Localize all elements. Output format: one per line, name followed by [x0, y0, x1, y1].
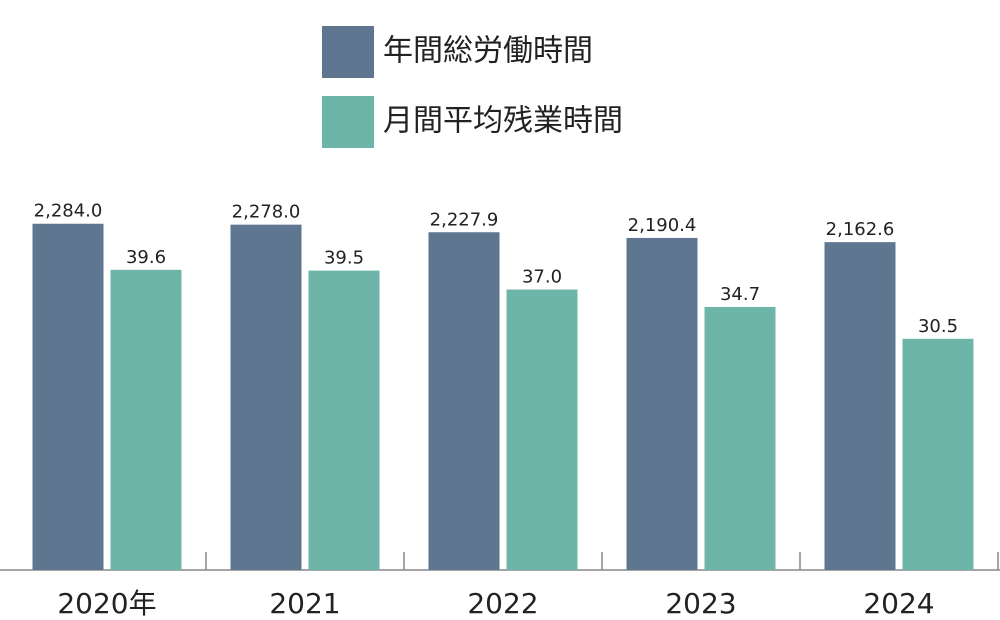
x-tick-label: 2023: [665, 587, 736, 620]
x-tick-label: 2020年: [57, 587, 156, 620]
bar: [110, 269, 182, 570]
legend-label: 月間平均残業時間: [383, 104, 623, 139]
bar: [428, 232, 500, 570]
bar: [902, 338, 974, 570]
value-label: 30.5: [918, 316, 958, 337]
value-label: 2,190.4: [628, 215, 697, 236]
x-tick-label: 2021: [269, 587, 340, 620]
bar: [704, 306, 776, 570]
bar: [626, 237, 698, 570]
x-tick-label: 2022: [467, 587, 538, 620]
value-label: 2,162.6: [826, 219, 895, 240]
bar: [506, 289, 578, 570]
value-label: 2,278.0: [232, 202, 301, 223]
legend-swatch: [322, 96, 374, 148]
value-label: 2,227.9: [430, 209, 499, 230]
value-label: 2,284.0: [34, 201, 103, 222]
x-tick-label: 2024: [863, 587, 934, 620]
value-label: 39.5: [324, 248, 364, 269]
bar: [824, 242, 896, 570]
bar: [308, 270, 380, 570]
value-label: 39.6: [126, 247, 166, 268]
bar: [230, 224, 302, 570]
legend-label: 年間総労働時間: [383, 34, 593, 69]
legend-swatch: [322, 26, 374, 78]
value-label: 37.0: [522, 267, 562, 288]
bar: [32, 223, 104, 570]
value-label: 34.7: [720, 284, 760, 305]
